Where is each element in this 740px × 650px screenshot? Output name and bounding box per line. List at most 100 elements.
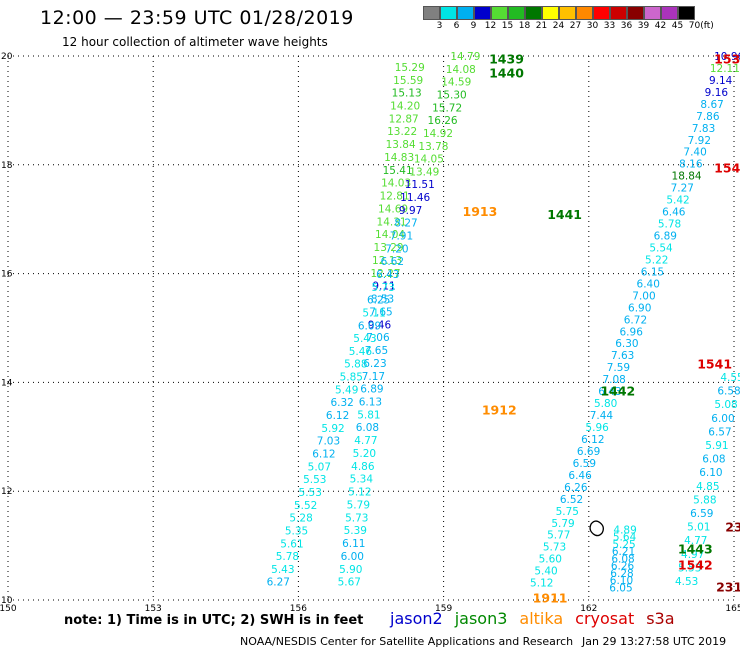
wave-height-value: 5.73 — [345, 512, 368, 524]
wave-height-value: 5.90 — [339, 564, 362, 576]
wave-height-value: 8.67 — [700, 99, 723, 111]
wave-height-value: 14.08 — [446, 64, 476, 76]
color-scale-label: 36 — [620, 21, 633, 31]
y-tick-label: 16 — [1, 270, 13, 280]
wave-height-value: 14.79 — [450, 51, 480, 63]
wave-height-value: 6.26 — [611, 561, 635, 573]
wave-height-value: 15.72 — [432, 102, 462, 114]
y-tick-label: 10 — [1, 596, 13, 606]
y-tick-label: 20 — [1, 52, 13, 62]
wave-height-value: 8.16 — [679, 159, 703, 171]
x-tick-label: 153 — [145, 604, 162, 614]
wave-height-value: 4.53 — [675, 576, 698, 588]
satellite-jason2: jason2 — [390, 609, 443, 628]
wave-height-value: 6.10 — [610, 575, 633, 587]
color-swatch — [593, 6, 610, 20]
chart-title: 12:00 — 23:59 UTC 01/28/2019 — [40, 7, 354, 29]
wave-height-value: 8.53 — [371, 294, 394, 306]
wave-height-value: 5.11 — [362, 307, 385, 319]
pass-number-label: 1542 — [678, 558, 713, 573]
color-swatch — [542, 6, 559, 20]
x-tick-label: 150 — [0, 604, 17, 614]
wave-height-value: 5.64 — [613, 532, 637, 544]
wave-height-value: 4.77 — [684, 535, 707, 547]
wave-height-value: 4.85 — [696, 481, 719, 493]
wave-height-value: 5.88 — [344, 359, 367, 371]
pass-number-label: 1541 — [697, 356, 732, 371]
x-tick-label: 162 — [580, 604, 597, 614]
wave-height-value: 7.92 — [688, 135, 711, 147]
y-tick-label: 12 — [1, 487, 12, 497]
wave-height-value: 5.79 — [347, 499, 370, 511]
wave-height-value: 5.53 — [299, 487, 322, 499]
wave-height-value: 5.67 — [338, 577, 361, 589]
wave-height-value: 5.73 — [543, 542, 566, 554]
color-swatch — [508, 6, 525, 20]
color-scale-label: 42 — [654, 21, 667, 31]
color-swatch — [644, 6, 661, 20]
wave-height-value: 8.27 — [394, 218, 417, 230]
wave-height-value: 6.62 — [381, 256, 404, 268]
wave-height-value: 14.03 — [381, 178, 411, 190]
wave-height-value: 15.30 — [437, 89, 467, 101]
wave-height-value: 9.46 — [368, 319, 392, 331]
wave-height-value: 5.49 — [335, 384, 358, 396]
wave-height-value: 12.11 — [710, 63, 740, 75]
satellite-s3a: s3a — [646, 609, 675, 628]
wave-height-value: 7.00 — [632, 290, 655, 302]
wave-height-value: 7.08 — [602, 374, 625, 386]
footer-note: note: 1) Time is in UTC; 2) SWH is in fe… — [64, 613, 364, 628]
wave-height-value: 6.57 — [708, 426, 731, 438]
wave-height-value: 11.46 — [400, 192, 430, 204]
wave-height-value: 9.16 — [705, 87, 729, 99]
wave-height-value: 15.41 — [383, 165, 413, 177]
wave-height-value: 15.29 — [395, 62, 425, 74]
color-swatch — [491, 6, 508, 20]
wave-height-value: 6.30 — [615, 338, 638, 350]
island-outline — [589, 520, 604, 537]
wave-height-value: 7.86 — [696, 111, 720, 123]
wave-height-value: 4.55 — [720, 372, 740, 384]
wave-height-value: 5.07 — [308, 461, 331, 473]
wave-height-value: 5.61 — [280, 538, 303, 550]
wave-height-value: 5.88 — [693, 494, 716, 506]
wave-height-value: 14.04 — [375, 229, 405, 241]
wave-height-value: 6.96 — [620, 326, 644, 338]
wave-height-value: 5.39 — [344, 525, 367, 537]
wave-height-value: 5.96 — [585, 422, 609, 434]
wave-height-value: 7.59 — [607, 362, 630, 374]
wave-height-value: 6.69 — [577, 446, 600, 458]
wave-height-value: 6.00 — [341, 551, 364, 563]
color-scale-label: 12 — [484, 21, 497, 31]
wave-height-value: 6.08 — [611, 553, 634, 565]
wave-height-value: 5.12 — [348, 487, 371, 499]
wave-height-value: 5.43 — [353, 333, 376, 345]
color-swatch — [661, 6, 678, 20]
wave-height-value: 6.12 — [581, 434, 604, 446]
wave-height-value: 5.91 — [705, 440, 728, 452]
color-scale-labels: 3 6 9 12 15 18 21 24 27 30 33 36 39 42 45 70 (ft) — [423, 21, 740, 33]
pass-number-label: 1439 — [489, 52, 524, 67]
wave-height-value: 12.87 — [389, 113, 419, 125]
x-tick-label: 156 — [290, 604, 307, 614]
wave-height-value: 16.26 — [428, 115, 458, 127]
wave-height-value: 7.03 — [317, 436, 340, 448]
generation-timestamp: Jan 29 13:27:58 UTC 2019 — [582, 635, 727, 648]
wave-height-value: 5.60 — [539, 554, 562, 566]
wave-height-value: 11.51 — [405, 179, 435, 191]
wave-height-value: 6.28 — [610, 568, 633, 580]
wave-height-value: 6.27 — [267, 577, 290, 589]
y-tick-label: 14 — [1, 378, 13, 388]
wave-height-value: 7.83 — [692, 123, 715, 135]
wave-height-value: 7.65 — [365, 345, 388, 357]
wave-height-value: 5.77 — [547, 530, 570, 542]
wave-height-value: 14.92 — [423, 128, 453, 140]
color-scale-label: 39 — [637, 21, 650, 31]
wave-height-value: 7.44 — [590, 410, 614, 422]
wave-height-value: 6.12 — [312, 449, 335, 461]
wave-height-value: 6.90 — [628, 302, 651, 314]
wave-height-value: 6.15 — [641, 266, 664, 278]
wave-height-value: 5.35 — [285, 525, 308, 537]
wave-height-value: 7.40 — [683, 147, 706, 159]
wave-height-value: 5.52 — [294, 500, 317, 512]
